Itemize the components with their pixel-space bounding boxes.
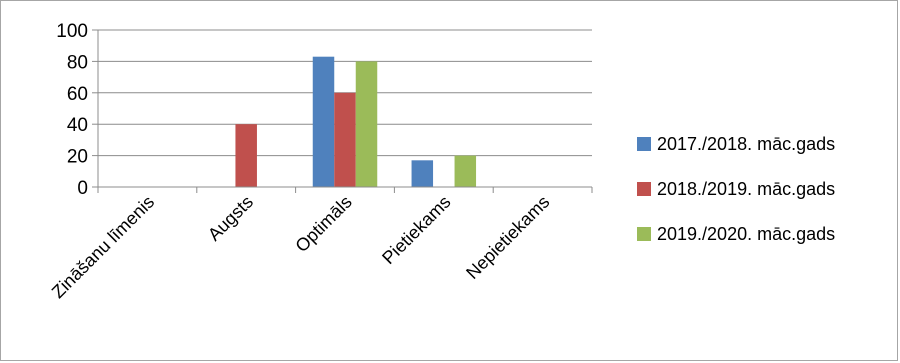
y-tick-label: 60 [67,84,88,105]
x-tick-label: Nepietiekams [462,192,553,283]
x-tick-label: Optimāls [291,192,355,256]
bars [235,56,477,187]
axes [97,30,593,193]
bar [355,61,378,187]
y-axis-ticks: 0 20 40 60 80 100 [56,21,98,199]
x-tick-label: Pietiekams [378,192,454,268]
bar [235,124,257,187]
x-tick-label: Zināšanu līmenis [48,192,158,302]
y-tick-label: 100 [56,21,88,42]
y-tick-label: 80 [67,52,88,73]
y-tick-label: 20 [67,147,88,168]
legend-label: 2018./2019. māc.gads [657,179,835,199]
legend-swatch [637,137,651,151]
bar [454,155,477,187]
legend-label: 2019./2020. māc.gads [657,224,835,244]
bar [334,92,356,187]
legend-swatch [637,227,651,241]
x-axis-labels: Zināšanu līmenis Augsts Optimāls Pietiekams… [48,192,554,302]
x-tick-label: Augsts [204,192,257,245]
bar [312,56,335,187]
legend-swatch [637,182,651,196]
y-tick-label: 40 [67,115,88,136]
bar [411,160,434,187]
legend-label: 2017./2018. māc.gads [657,134,835,154]
legend: 2017./2018. māc.gads 2018./2019. māc.gads… [637,134,835,244]
y-tick-label: 0 [77,178,88,199]
